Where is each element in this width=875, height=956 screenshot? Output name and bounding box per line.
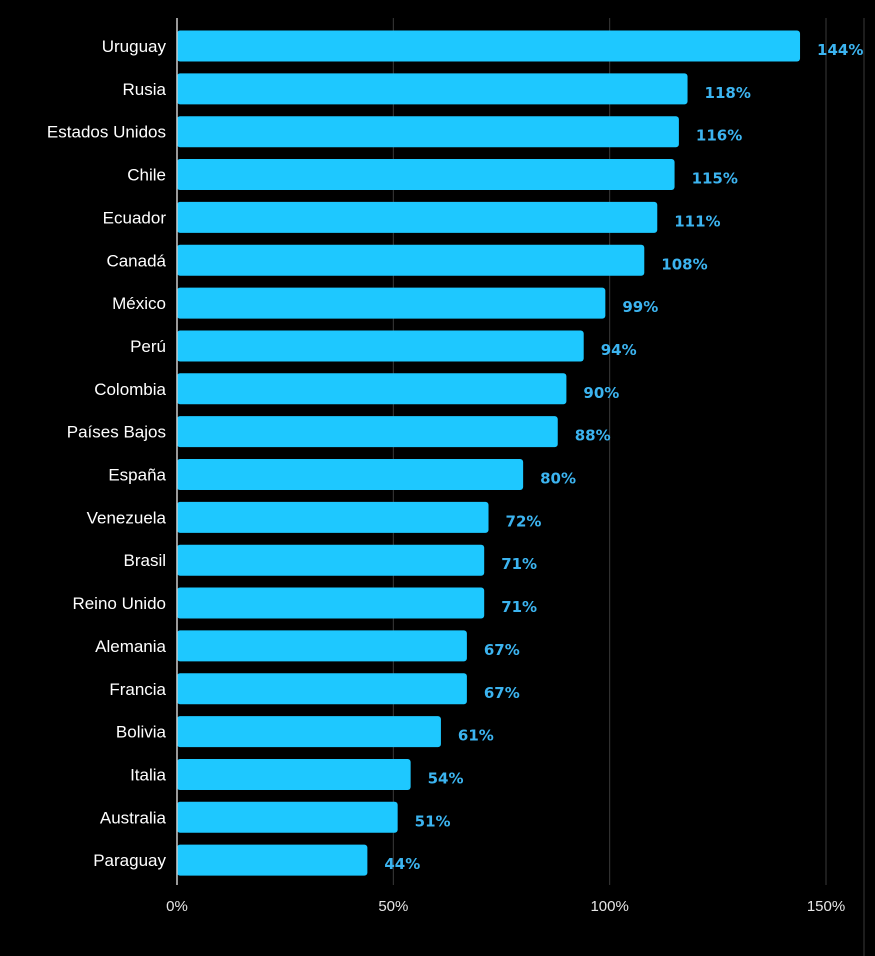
value-label-11: 72% [506,512,542,530]
value-label-18: 51% [415,812,451,830]
bar-13 [177,587,485,619]
bar-3 [177,159,675,191]
bar-19 [177,844,368,876]
category-label-16: Bolivia [116,723,167,742]
value-label-5: 108% [661,255,707,273]
value-label-7: 94% [601,341,637,359]
category-label-10: España [108,466,166,485]
value-label-8: 90% [583,384,619,402]
value-label-12: 71% [501,555,537,573]
category-labels: Uruguay Rusia Estados Unidos Chile Ecuador Ca… [47,37,167,870]
category-label-9: Países Bajos [67,423,166,442]
x-tick-label-3: 150% [807,898,845,915]
value-label-9: 88% [575,427,611,445]
category-label-6: México [112,294,166,313]
bar-15 [177,673,467,705]
category-label-11: Venezuela [87,508,167,527]
category-label-13: Reino Unido [72,594,166,613]
value-label-14: 67% [484,641,520,659]
value-label-4: 111% [674,212,720,230]
category-label-17: Italia [130,765,166,784]
value-label-17: 54% [428,769,464,787]
category-label-1: Rusia [123,80,167,99]
value-label-16: 61% [458,727,494,745]
category-label-4: Ecuador [103,208,167,227]
bar-18 [177,801,398,833]
bar-0 [177,30,801,62]
x-axis-ticks: 0% 50% 100% 150% [166,898,845,915]
category-label-12: Brasil [123,551,166,570]
category-label-15: Francia [109,680,166,699]
value-label-2: 116% [696,127,742,145]
value-label-10: 80% [540,470,576,488]
bar-10 [177,459,524,490]
category-label-19: Paraguay [93,851,166,870]
bar-12 [177,544,485,576]
category-label-3: Chile [127,166,166,185]
x-tick-label-2: 100% [590,898,628,915]
value-label-0: 144% [817,41,863,59]
category-label-5: Canadá [106,251,166,270]
bar-16 [177,716,441,748]
bar-6 [177,287,606,319]
category-label-2: Estados Unidos [47,123,166,142]
x-tick-label-0: 0% [166,898,188,915]
bar-9 [177,416,558,448]
value-label-19: 44% [384,855,420,873]
bar-17 [177,758,411,790]
category-label-7: Perú [130,337,166,356]
value-label-6: 99% [622,298,658,316]
bar-1 [177,73,688,105]
category-label-8: Colombia [94,380,166,399]
bar-14 [177,630,467,662]
bar-2 [177,116,679,148]
bar-5 [177,244,645,276]
bars [177,30,801,876]
bar-7 [177,330,584,362]
bar-4 [177,201,658,233]
value-label-3: 115% [692,170,738,188]
bar-8 [177,373,567,405]
category-label-18: Australia [100,808,167,827]
category-label-0: Uruguay [102,37,167,56]
x-tick-label-1: 50% [378,898,408,915]
value-labels: 144% 118% 116% 115% 111% 108% 99% 94% 90% 88% 80% 7… [384,41,863,873]
value-label-15: 67% [484,684,520,702]
bar-11 [177,501,489,533]
value-label-13: 71% [501,598,537,616]
value-label-1: 118% [705,84,751,102]
category-label-14: Alemania [95,637,166,656]
